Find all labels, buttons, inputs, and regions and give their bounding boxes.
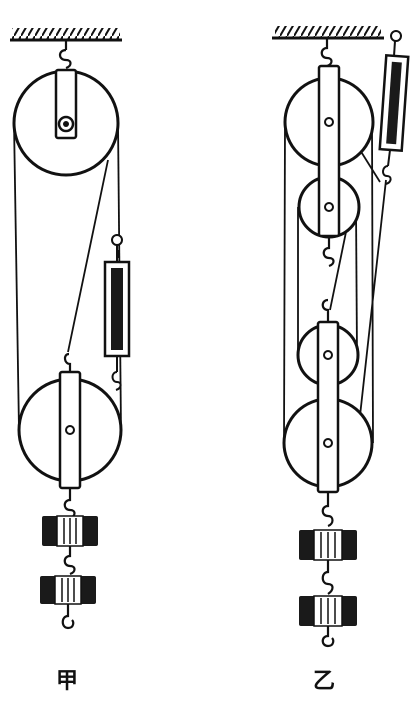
fixed-pulleys-right bbox=[283, 64, 375, 268]
fixed-pulley-left bbox=[12, 68, 120, 177]
label-left: 甲 bbox=[56, 668, 79, 694]
spring-scale-right bbox=[378, 30, 410, 185]
ceiling-right bbox=[272, 26, 384, 40]
movable-pulley-left bbox=[17, 352, 123, 490]
ceiling-hook-right bbox=[320, 38, 333, 68]
label-right: 乙 bbox=[313, 668, 336, 694]
weights-left bbox=[40, 488, 98, 630]
ceiling-left bbox=[10, 28, 122, 42]
spring-scale-left bbox=[103, 234, 131, 391]
setup-left bbox=[10, 28, 131, 630]
ceiling-hook-left bbox=[58, 40, 72, 70]
movable-pulleys-right bbox=[282, 298, 374, 494]
setup-right bbox=[272, 26, 410, 648]
rope-right bbox=[283, 121, 387, 444]
weights-right bbox=[299, 492, 357, 648]
